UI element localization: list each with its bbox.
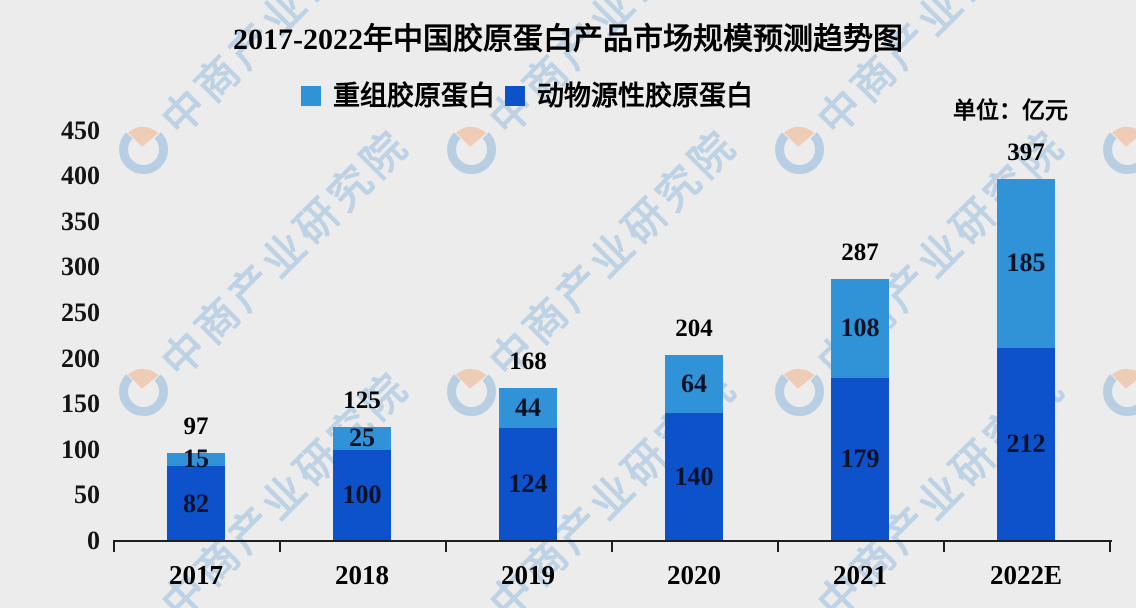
bar-segment-animal [167, 466, 225, 541]
chart-title: 2017-2022年中国胶原蛋白产品市场规模预测趋势图 [233, 23, 903, 56]
total-value-label: 168 [509, 347, 547, 375]
legend-label: 动物源性胶原蛋白 [537, 81, 753, 111]
bar-segment-recombinant [333, 426, 391, 450]
legend-item-animal: 动物源性胶原蛋白 [505, 81, 753, 111]
segment-value-label: 25 [349, 423, 375, 453]
y-axis-label: 300 [61, 252, 100, 282]
y-axis-label: 0 [87, 526, 100, 555]
y-axis-label: 150 [61, 389, 100, 419]
segment-value-label: 212 [1006, 429, 1046, 459]
segment-value-label: 100 [342, 480, 382, 510]
total-value-label: 97 [183, 412, 209, 440]
total-value-label: 397 [1007, 138, 1045, 166]
y-axis-label: 100 [61, 434, 100, 464]
x-axis-tick [777, 540, 779, 552]
bar-segment-recombinant [167, 452, 225, 467]
x-axis-tick [611, 540, 613, 552]
total-value-label: 125 [343, 386, 381, 414]
x-axis-tick [1109, 540, 1111, 552]
segment-value-label: 108 [840, 313, 880, 343]
bar-segment-animal [499, 427, 557, 541]
x-axis-tick [943, 540, 945, 552]
bar-segment-animal [831, 377, 889, 541]
total-value-label: 287 [841, 239, 879, 267]
x-axis-label: 2017 [169, 560, 223, 590]
x-axis-label: 2020 [667, 560, 721, 590]
x-axis-tick [279, 540, 281, 552]
legend-swatch-icon [505, 86, 525, 106]
y-axis-label: 200 [61, 343, 100, 373]
segment-value-label: 82 [183, 488, 209, 518]
segment-value-label: 179 [840, 444, 880, 474]
bar-segment-animal [997, 347, 1055, 541]
total-value-label: 204 [675, 314, 713, 342]
legend: 重组胶原蛋白 动物源性胶原蛋白 [301, 81, 753, 111]
bar-segment-animal [333, 449, 391, 541]
x-axis-tick [113, 540, 115, 552]
segment-value-label: 185 [1006, 248, 1046, 278]
bar-segment-recombinant [831, 279, 889, 378]
y-axis-label: 400 [61, 161, 100, 191]
segment-value-label: 44 [515, 392, 541, 422]
x-axis-label: 2019 [501, 560, 555, 590]
y-axis-label: 450 [61, 115, 100, 145]
legend-swatch-icon [301, 86, 321, 106]
x-axis-label: 2018 [335, 560, 389, 590]
x-axis-label: 2021 [833, 560, 887, 590]
x-axis-label: 2022E [989, 560, 1062, 590]
y-axis-label: 350 [61, 206, 100, 236]
legend-label: 重组胶原蛋白 [333, 81, 495, 111]
segment-value-label: 64 [681, 369, 707, 399]
segment-value-label: 140 [674, 462, 714, 492]
y-axis-label: 250 [61, 297, 100, 327]
legend-item-recombinant: 重组胶原蛋白 [301, 81, 495, 111]
segment-value-label: 15 [183, 444, 209, 474]
unit-label: 单位：亿元 [953, 98, 1068, 123]
x-axis-tick [445, 540, 447, 552]
bar-segment-animal [665, 413, 723, 541]
bar-segment-recombinant [499, 387, 557, 428]
bar-segment-recombinant [997, 178, 1055, 348]
segment-value-label: 124 [508, 469, 548, 499]
y-axis-label: 50 [74, 480, 100, 510]
bar-segment-recombinant [665, 354, 723, 414]
